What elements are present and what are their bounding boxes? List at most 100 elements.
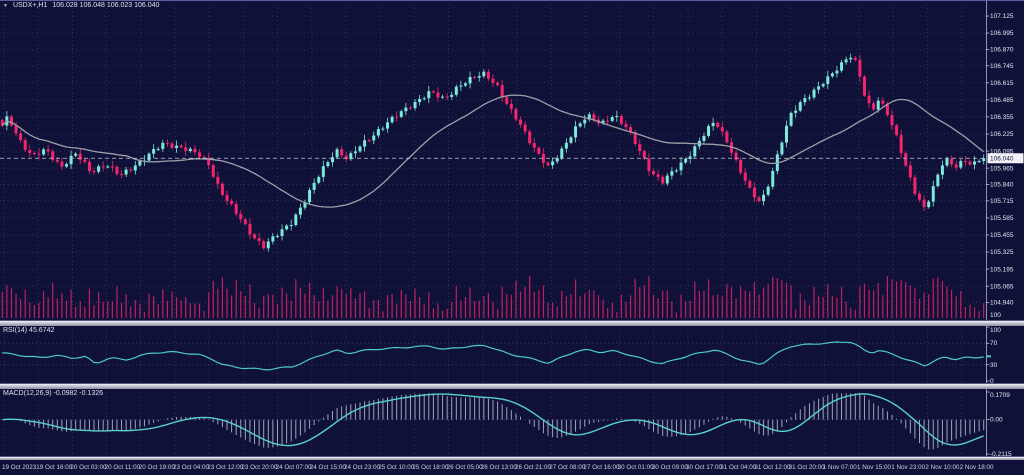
candle-body <box>491 78 495 83</box>
candle-body <box>500 85 504 98</box>
candle-body <box>624 123 628 128</box>
candle-body <box>161 142 165 149</box>
candle-body <box>170 143 174 149</box>
candle-body <box>647 158 651 171</box>
time-axis-label: 2 Nov 18:00 <box>960 464 994 471</box>
candle-body <box>330 157 334 163</box>
candle-body <box>101 166 105 168</box>
candle-body <box>936 174 940 187</box>
macd-axis-label: -0.2115 <box>990 451 1012 458</box>
candle-body <box>431 91 435 93</box>
candle-body <box>133 165 137 171</box>
candle-body <box>280 229 284 237</box>
candle-body <box>193 148 197 153</box>
candle-body <box>372 135 376 141</box>
time-axis-label: 1 Nov 23:00 <box>891 464 925 471</box>
current-price-label: 106.040 <box>990 156 1014 163</box>
candle-body <box>812 89 816 98</box>
candle-body <box>587 114 591 120</box>
candle-body <box>486 71 490 79</box>
candle-body <box>175 145 179 149</box>
price-axis-label: 107.125 <box>990 13 1014 20</box>
candle-body <box>399 111 403 117</box>
candle-body <box>954 164 958 168</box>
candle-body <box>821 84 825 87</box>
time-axis-label: 30 Oct 09:00 <box>652 464 689 471</box>
candle-body <box>97 166 101 172</box>
candle-body <box>468 77 472 84</box>
candle-body <box>945 158 949 166</box>
candle-body <box>120 174 124 176</box>
time-axis-label: 23 Oct 12:00 <box>207 464 244 471</box>
candle-body <box>413 101 417 109</box>
candle-body <box>395 116 399 118</box>
price-axis-label: 105.195 <box>990 266 1014 273</box>
time-axis-label: 24 Oct 15:00 <box>310 464 347 471</box>
time-axis-label: 19 Oct 2023 <box>2 464 37 471</box>
candle-body <box>844 59 848 63</box>
price-axis-label: 105.715 <box>990 198 1014 205</box>
candle-body <box>188 148 192 152</box>
candle-body <box>665 175 669 184</box>
candle-body <box>959 161 963 168</box>
candle-body <box>968 161 972 165</box>
candle-body <box>129 169 133 171</box>
candle-body <box>349 153 353 160</box>
candle-body <box>583 119 587 124</box>
candle-body <box>881 100 885 104</box>
rsi-axis-label: 30 <box>990 362 998 369</box>
time-axis-label: 27 Oct 16:00 <box>583 464 620 471</box>
candle-body <box>849 57 853 60</box>
rsi-axis-label: 100 <box>990 327 1001 334</box>
candle-body <box>496 82 500 86</box>
rsi-axis-label: 0 <box>990 378 994 385</box>
candle-body <box>243 219 247 224</box>
candle-body <box>684 158 688 163</box>
candle-body <box>707 126 711 136</box>
candle-body <box>656 174 660 177</box>
pane-separator-timeaxis <box>0 456 1024 460</box>
candle-body <box>317 176 321 183</box>
candle-body <box>876 100 880 110</box>
candle-body <box>798 102 802 111</box>
candle-body <box>257 238 261 242</box>
candle-body <box>165 142 169 144</box>
price-axis-label: 105.965 <box>990 165 1014 172</box>
current-price-label-box <box>987 153 1024 164</box>
candle-body <box>28 149 32 153</box>
candle-body <box>239 213 243 220</box>
symbol-menu-icon[interactable]: ▼ <box>3 2 8 9</box>
candle-body <box>633 132 637 145</box>
candle-body <box>477 76 481 78</box>
candle-body <box>509 103 513 110</box>
candle-body <box>23 140 27 150</box>
candle-body <box>211 165 215 177</box>
pane-separator-macd[interactable] <box>0 383 1024 389</box>
candle-body <box>977 161 981 163</box>
candle-body <box>830 73 834 77</box>
candle-body <box>780 142 784 155</box>
price-axis-label: 106.225 <box>990 131 1014 138</box>
candle-body <box>505 97 509 104</box>
macd-signal-line <box>2 393 984 447</box>
candle-body <box>473 77 477 79</box>
candle-body <box>601 120 605 124</box>
time-axis-label: 2 Nov 10:00 <box>925 464 959 471</box>
macd-label: MACD(12,26,9) -0.0982 -0.1326 <box>3 390 103 397</box>
candle-body <box>381 128 385 130</box>
candle-body <box>445 96 449 98</box>
time-axis-label: 23 Oct 04:00 <box>173 464 210 471</box>
candle-body <box>353 151 357 154</box>
candle-body <box>661 176 665 184</box>
candle-body <box>789 112 793 126</box>
candle-body <box>110 166 114 168</box>
time-axis-label: 27 Oct 08:00 <box>549 464 586 471</box>
candle-body <box>124 169 128 175</box>
pane-separator-rsi[interactable] <box>0 320 1024 326</box>
candle-body <box>748 180 752 188</box>
candle-body <box>9 116 13 126</box>
candle-body <box>106 166 110 168</box>
candle-body <box>459 85 463 87</box>
candle-body <box>752 187 756 198</box>
